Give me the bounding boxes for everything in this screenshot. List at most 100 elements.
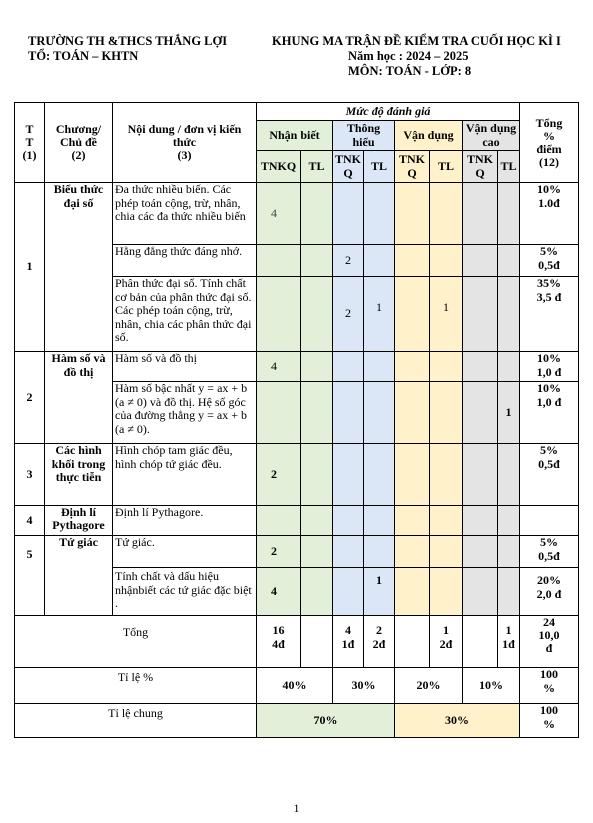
table-row: 3 Các hình khối trong thực tiễn Hình chó… — [14, 443, 579, 506]
row-content: Hàm số và đồ thị — [112, 351, 257, 382]
table-row: 1 Biểu thức đại số Đa thức nhiều biến. C… — [14, 182, 579, 352]
vd-tl-header: TL — [429, 150, 463, 183]
row-total: 20% 2,0 đ — [519, 567, 579, 616]
row-chapter: Định lí Pythagore — [44, 505, 113, 536]
level-nb-header: Nhận biết — [256, 120, 333, 151]
col-total-header: Tổng % điểm (12) — [519, 102, 579, 183]
common-ratio-row: Tỉ lệ chung 70% 30% 100 % — [14, 703, 579, 738]
ratio-total: 100 % — [519, 667, 579, 704]
th-tl-cell — [363, 182, 395, 245]
vdc-tl-cell — [497, 443, 520, 506]
total-row: Tổng 16 4đ 4 1đ 2 2đ 1 2đ 1 1đ 24 10,0 đ — [14, 615, 579, 668]
level-vdc-header: Vận dụng cao — [462, 120, 520, 151]
vdc-tl-cell: 1 — [497, 381, 520, 444]
row-chapter: Biểu thức đại số — [44, 182, 113, 352]
total-label: Tổng — [14, 615, 257, 668]
nb-tl-cell — [300, 567, 333, 616]
ratio-th: 30% — [332, 667, 395, 704]
nb-tnkq-cell: 2 — [256, 443, 301, 506]
th-tnkq-cell — [332, 182, 364, 245]
vd-tl-cell: 1 — [429, 276, 463, 352]
row-content: Tứ giác. — [112, 535, 257, 568]
th-tl-cell — [363, 244, 395, 277]
vdc-tnkq-cell — [462, 535, 498, 568]
ratio-vdc: 10% — [462, 667, 520, 704]
vdc-tnkq-cell — [462, 381, 498, 444]
row-total: 5% 0,5đ — [519, 244, 579, 277]
vd-tnkq-cell — [394, 567, 430, 616]
vdc-tl-cell — [497, 276, 520, 352]
total-all: 24 10,0 đ — [519, 615, 579, 668]
vdc-tl-header: TL — [497, 150, 520, 183]
level-th-header: Thông hiểu — [332, 120, 395, 151]
row-total: 10% 1,0 đ — [519, 381, 579, 444]
vdc-tl-cell — [497, 535, 520, 568]
vd-tl-cell — [429, 182, 463, 245]
row-tt: 4 — [14, 505, 45, 536]
table-row: Phân thức đại số. Tính chất cơ bản của p… — [15, 276, 579, 352]
ratio-row: Tỉ lệ % 40% 30% 20% 10% 100 % — [14, 667, 579, 704]
common-low: 70% — [256, 703, 395, 738]
nb-tnkq-cell: 4 — [256, 351, 301, 382]
th-tl-header: TL — [363, 150, 395, 183]
vdc-tnkq-cell — [462, 351, 498, 382]
vd-tl-cell — [429, 505, 463, 536]
document-title: KHUNG MA TRẬN ĐỀ KIỂM TRA CUỐI HỌC KÌ I — [272, 34, 561, 48]
th-tl-cell — [363, 351, 395, 382]
total-vdc-tnkq — [462, 615, 498, 668]
nb-tnkq-header: TNKQ — [256, 150, 301, 183]
vd-tl-cell — [429, 567, 463, 616]
nb-tl-cell — [300, 443, 333, 506]
th-tl-cell — [363, 381, 395, 444]
row-chapter: Tứ giác — [44, 535, 113, 616]
row-total: 10% 1,0 đ — [519, 351, 579, 382]
row-total: 35% 3,5 đ — [519, 276, 579, 352]
row-content: Hình chóp tam giác đều, hình chóp tứ giá… — [112, 443, 257, 506]
vdc-tnkq-cell — [462, 244, 498, 277]
header-row-1: T T (1) Chương/ Chủ đề (2) Nội dung / đơ… — [14, 102, 579, 183]
vdc-tnkq-header: TNK Q — [462, 150, 498, 183]
vd-tnkq-cell — [394, 443, 430, 506]
nb-tl-cell — [300, 505, 333, 536]
nb-tl-header: TL — [300, 150, 333, 183]
vdc-tl-cell — [497, 351, 520, 382]
row-total: 5% 0,5đ — [519, 535, 579, 568]
row-tt: 5 — [14, 535, 45, 616]
col-chapter-header: Chương/ Chủ đề (2) — [44, 102, 113, 183]
vdc-tnkq-cell — [462, 505, 498, 536]
vd-tl-cell — [429, 535, 463, 568]
total-th-tl: 2 2đ — [363, 615, 395, 668]
nb-tnkq-cell — [256, 381, 301, 444]
th-tl-cell — [363, 505, 395, 536]
vd-tnkq-cell — [394, 505, 430, 536]
vdc-tnkq-cell — [462, 443, 498, 506]
vdc-tnkq-cell — [462, 182, 498, 245]
common-total: 100 % — [519, 703, 579, 738]
total-nb-tl — [300, 615, 333, 668]
th-tl-cell: 1 — [363, 567, 395, 616]
vdc-tnkq-cell — [462, 567, 498, 616]
th-tnkq-cell — [332, 505, 364, 536]
vd-tnkq-cell — [394, 182, 430, 245]
nb-tl-cell — [300, 244, 333, 277]
total-nb: 16 4đ — [256, 615, 301, 668]
row-total — [519, 505, 579, 536]
assessment-matrix-table: T T (1) Chương/ Chủ đề (2) Nội dung / đơ… — [14, 102, 579, 738]
nb-tnkq-cell — [256, 505, 301, 536]
vd-tnkq-cell — [394, 276, 430, 352]
row-tt: 3 — [14, 443, 45, 506]
school-name: TRƯỜNG TH &THCS THẮNG LỢI — [28, 34, 228, 48]
th-tnkq-cell — [332, 443, 364, 506]
th-tnkq-cell — [332, 351, 364, 382]
th-tl-cell — [363, 535, 395, 568]
ratio-nb: 40% — [256, 667, 333, 704]
col-tt-header: T T (1) — [14, 102, 45, 183]
vd-tl-cell — [429, 351, 463, 382]
total-th-tnkq: 4 1đ — [332, 615, 364, 668]
level-header: Mức độ đánh giá — [256, 102, 520, 121]
nb-tnkq-cell: 4 — [256, 567, 301, 616]
vd-tl-cell — [429, 381, 463, 444]
row-chapter: Các hình khối trong thực tiễn — [44, 443, 113, 506]
th-tnkq-header: TNK Q — [332, 150, 364, 183]
row-total: 5% 0,5đ — [519, 443, 579, 506]
